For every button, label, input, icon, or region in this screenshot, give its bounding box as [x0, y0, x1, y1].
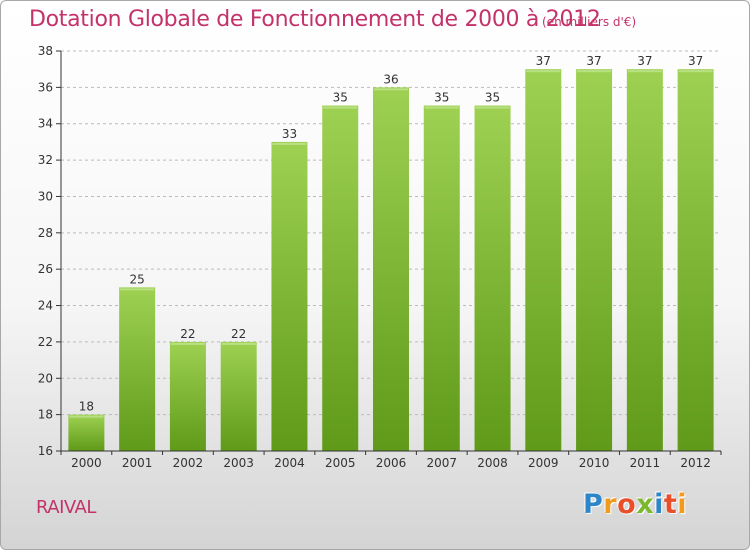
- y-tick-label: 34: [38, 117, 53, 131]
- data-label: 33: [282, 127, 297, 141]
- bar-highlight: [221, 342, 256, 345]
- y-tick-label: 24: [38, 299, 53, 313]
- bar-highlight: [69, 415, 104, 418]
- data-label: 37: [586, 54, 601, 68]
- bar-highlight: [627, 70, 662, 73]
- bar-highlight: [120, 288, 155, 291]
- chart-unit-note: (en milliers d'€): [542, 15, 637, 29]
- bar: [474, 105, 511, 451]
- chart-title: Dotation Globale de Fonctionnement de 20…: [29, 7, 601, 32]
- bar-highlight: [577, 70, 612, 73]
- data-label: 37: [637, 54, 652, 68]
- data-label: 35: [333, 91, 348, 105]
- bar-highlight: [424, 106, 459, 109]
- x-tick-label: 2002: [173, 456, 204, 470]
- x-tick-label: 2003: [223, 456, 254, 470]
- x-tick-label: 2010: [579, 456, 610, 470]
- data-label: 25: [130, 272, 145, 286]
- bar: [68, 414, 105, 451]
- y-tick-label: 18: [38, 408, 53, 422]
- logo-letter: i: [677, 489, 688, 520]
- logo-letter: i: [654, 489, 664, 520]
- y-tick-label: 30: [38, 189, 53, 203]
- bar-highlight: [170, 342, 205, 345]
- x-tick-label: 2000: [71, 456, 102, 470]
- y-tick-label: 36: [38, 80, 53, 94]
- x-tick-label: 2004: [274, 456, 305, 470]
- data-label: 35: [485, 91, 500, 105]
- bar: [677, 69, 714, 451]
- bar-highlight: [374, 88, 408, 91]
- logo-letter: r: [603, 489, 618, 520]
- logo-letter: x: [636, 489, 655, 520]
- x-tick-label: 2005: [325, 456, 356, 470]
- x-tick-label: 2008: [477, 456, 508, 470]
- bar-highlight: [272, 142, 307, 145]
- y-tick-label: 26: [38, 262, 53, 276]
- x-tick-label: 2006: [376, 456, 407, 470]
- x-tick-label: 2011: [630, 456, 661, 470]
- y-tick-label: 16: [38, 444, 53, 458]
- y-tick-label: 22: [38, 335, 53, 349]
- bar: [626, 69, 663, 451]
- logo-letter: P: [583, 489, 604, 520]
- bar: [220, 341, 257, 451]
- bar-highlight: [678, 70, 713, 73]
- data-label: 37: [688, 54, 703, 68]
- bar: [423, 105, 460, 451]
- bar: [576, 69, 613, 451]
- data-label: 18: [79, 400, 94, 414]
- data-label: 22: [231, 327, 246, 341]
- x-tick-label: 2007: [426, 456, 457, 470]
- y-tick-label: 32: [38, 153, 53, 167]
- data-label: 37: [536, 54, 551, 68]
- place-name: RAIVAL: [36, 497, 96, 518]
- x-tick-label: 2012: [680, 456, 711, 470]
- bar: [322, 105, 359, 451]
- bar: [119, 287, 156, 451]
- logo-letter: t: [663, 489, 678, 520]
- proxiti-logo: Proxiti: [583, 489, 687, 520]
- y-tick-label: 38: [38, 44, 53, 58]
- bar: [525, 69, 562, 451]
- bar: [373, 87, 409, 451]
- x-tick-label: 2001: [122, 456, 153, 470]
- x-tick-label: 2009: [528, 456, 559, 470]
- bar-highlight: [323, 106, 358, 109]
- bar-highlight: [526, 70, 561, 73]
- data-label: 22: [180, 327, 195, 341]
- logo-letter: o: [617, 489, 637, 520]
- data-label: 35: [434, 91, 449, 105]
- bar: [271, 141, 308, 451]
- bar: [169, 341, 206, 451]
- bar-highlight: [475, 106, 510, 109]
- y-tick-label: 20: [38, 371, 53, 385]
- data-label: 36: [383, 72, 398, 86]
- y-tick-label: 28: [38, 226, 53, 240]
